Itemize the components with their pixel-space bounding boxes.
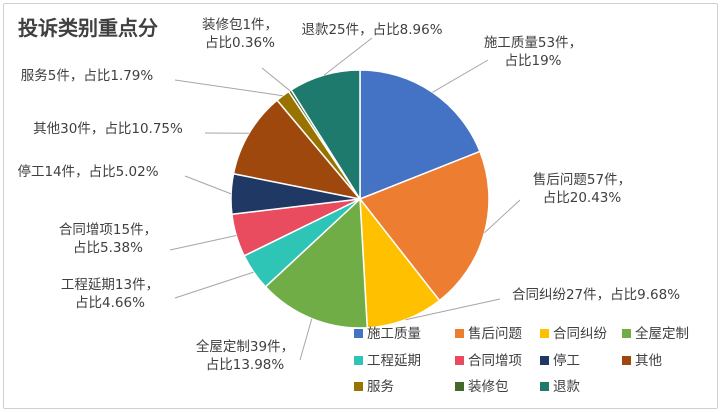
legend-swatch <box>354 329 363 338</box>
leader-line <box>484 199 521 234</box>
leader-line <box>174 79 283 97</box>
leader-line <box>323 37 373 76</box>
data-label: 其他30件，占比10.75% <box>33 121 183 137</box>
pie-slice <box>359 196 441 329</box>
data-label: 合同纠纷27件，占比9.68% <box>512 287 680 303</box>
leader-line <box>169 235 237 251</box>
legend-label: 售后问题 <box>468 326 522 342</box>
data-label: 装修包1件，占比0.36% <box>202 17 278 51</box>
data-label: 售后问题57件，占比20.43% <box>533 172 631 206</box>
legend-label: 全屋定制 <box>635 325 689 342</box>
data-label: 合同增项15件，占比5.38% <box>59 222 157 256</box>
leader-line <box>184 175 232 195</box>
legend-label: 施工质量 <box>367 326 421 342</box>
legend-swatch <box>622 329 631 338</box>
leader-line <box>174 271 254 299</box>
pie-slice <box>290 69 361 202</box>
pie-slice <box>264 197 369 329</box>
legend-swatch <box>455 356 464 365</box>
data-label: 停工14件，占比5.02% <box>17 163 158 180</box>
legend-label: 工程延期 <box>367 353 421 369</box>
legend-label: 停工 <box>553 352 580 369</box>
legend-label: 退款 <box>553 379 581 395</box>
pie-slice <box>232 99 362 201</box>
data-label: 全屋定制39件，占比13.98% <box>196 338 294 373</box>
chart-frame <box>3 3 718 409</box>
leader-lines <box>169 37 521 361</box>
leader-line <box>261 67 291 92</box>
pie-slice <box>358 150 490 302</box>
legend-swatch <box>540 329 549 338</box>
chart-title: 投诉类别重点分 <box>18 16 158 40</box>
legend-swatch <box>540 356 549 365</box>
legend-swatch <box>354 356 363 365</box>
data-label: 工程延期13件，占比4.66% <box>61 277 159 311</box>
data-label: 施工质量53件，占比19% <box>484 35 582 69</box>
data-label: 服务5件，占比1.79% <box>21 68 154 84</box>
legend-swatch <box>455 329 464 338</box>
legend-label: 合同纠纷 <box>553 326 607 342</box>
legend-label: 装修包 <box>468 379 509 395</box>
legend-swatch <box>540 382 549 391</box>
legend-label: 服务 <box>367 379 394 395</box>
leader-line <box>432 59 489 93</box>
data-labels: 施工质量53件，占比19% 售后问题57件，占比20.43% 合同纠纷27件，占比9… <box>17 17 680 373</box>
pie-slice <box>359 69 481 201</box>
data-label: 退款25件，占比8.96% <box>301 22 442 38</box>
leader-line <box>405 298 501 321</box>
leader-line <box>299 318 313 361</box>
legend-label: 合同增项 <box>468 353 522 369</box>
pie-slices <box>230 69 490 329</box>
legend-swatch <box>354 382 363 391</box>
legend-label: 其他 <box>635 353 662 369</box>
legend-swatch <box>455 382 464 391</box>
legend-swatch <box>622 356 631 365</box>
